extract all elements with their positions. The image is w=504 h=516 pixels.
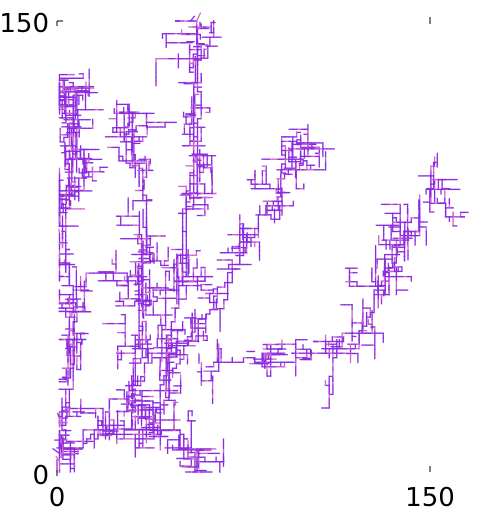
plot-area	[52, 12, 469, 473]
cluster-segment	[58, 228, 61, 235]
cluster-segment	[195, 12, 202, 22]
aggregate-cluster	[52, 12, 469, 473]
cluster-segment	[189, 15, 196, 22]
cluster-segment	[56, 412, 61, 419]
